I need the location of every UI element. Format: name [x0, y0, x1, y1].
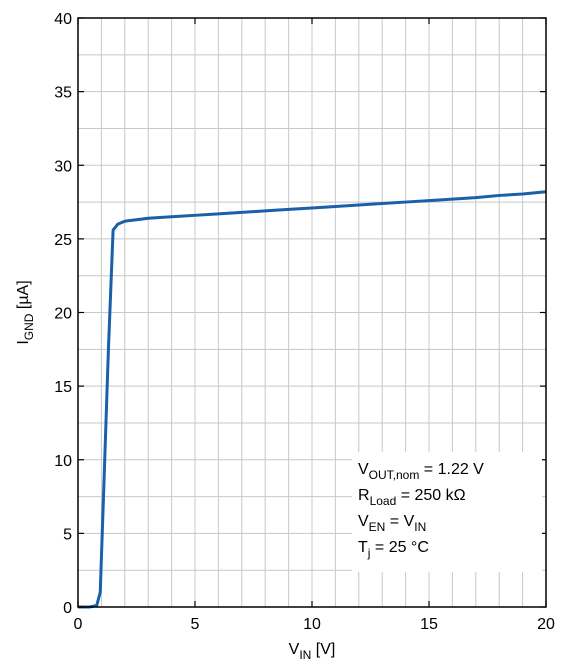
x-tick-label: 0	[74, 616, 83, 633]
x-tick-label: 5	[191, 616, 200, 633]
x-tick-label: 10	[303, 616, 321, 633]
x-tick-label: 15	[420, 616, 438, 633]
y-tick-label: 20	[54, 306, 72, 323]
y-tick-label: 30	[54, 158, 72, 175]
annotation-box: VOUT,nom = 1.22 V RLoad = 250 kΩ VEN = VIN…	[352, 452, 542, 572]
y-tick-label: 40	[54, 11, 72, 28]
annotation-line-2: VEN = VIN	[358, 513, 426, 534]
annotation-line-1: RLoad = 250 kΩ	[358, 487, 466, 508]
y-tick-label: 15	[54, 379, 72, 396]
series-group	[78, 190, 547, 609]
series-line-0	[78, 190, 547, 609]
ticks: 0 5 10 15 20 0 5 10 15 20 25 30 35 40	[54, 11, 555, 633]
annotation-line-3: Tj = 25 °C	[358, 539, 429, 560]
y-tick-label: 25	[54, 232, 72, 249]
annotation-background	[352, 452, 542, 572]
y-tick-label: 5	[63, 526, 72, 543]
y-tick-label: 10	[54, 453, 72, 470]
x-axis-label: VIN [V]	[289, 641, 336, 662]
y-tick-label: 35	[54, 85, 72, 102]
y-axis-label: IGND [µA]	[15, 280, 36, 344]
y-tick-label: 0	[63, 600, 72, 617]
axis-labels: VIN [V] IGND [µA]	[15, 280, 335, 662]
x-tick-label: 20	[537, 616, 555, 633]
annotation-line-0: VOUT,nom = 1.22 V	[358, 461, 484, 482]
